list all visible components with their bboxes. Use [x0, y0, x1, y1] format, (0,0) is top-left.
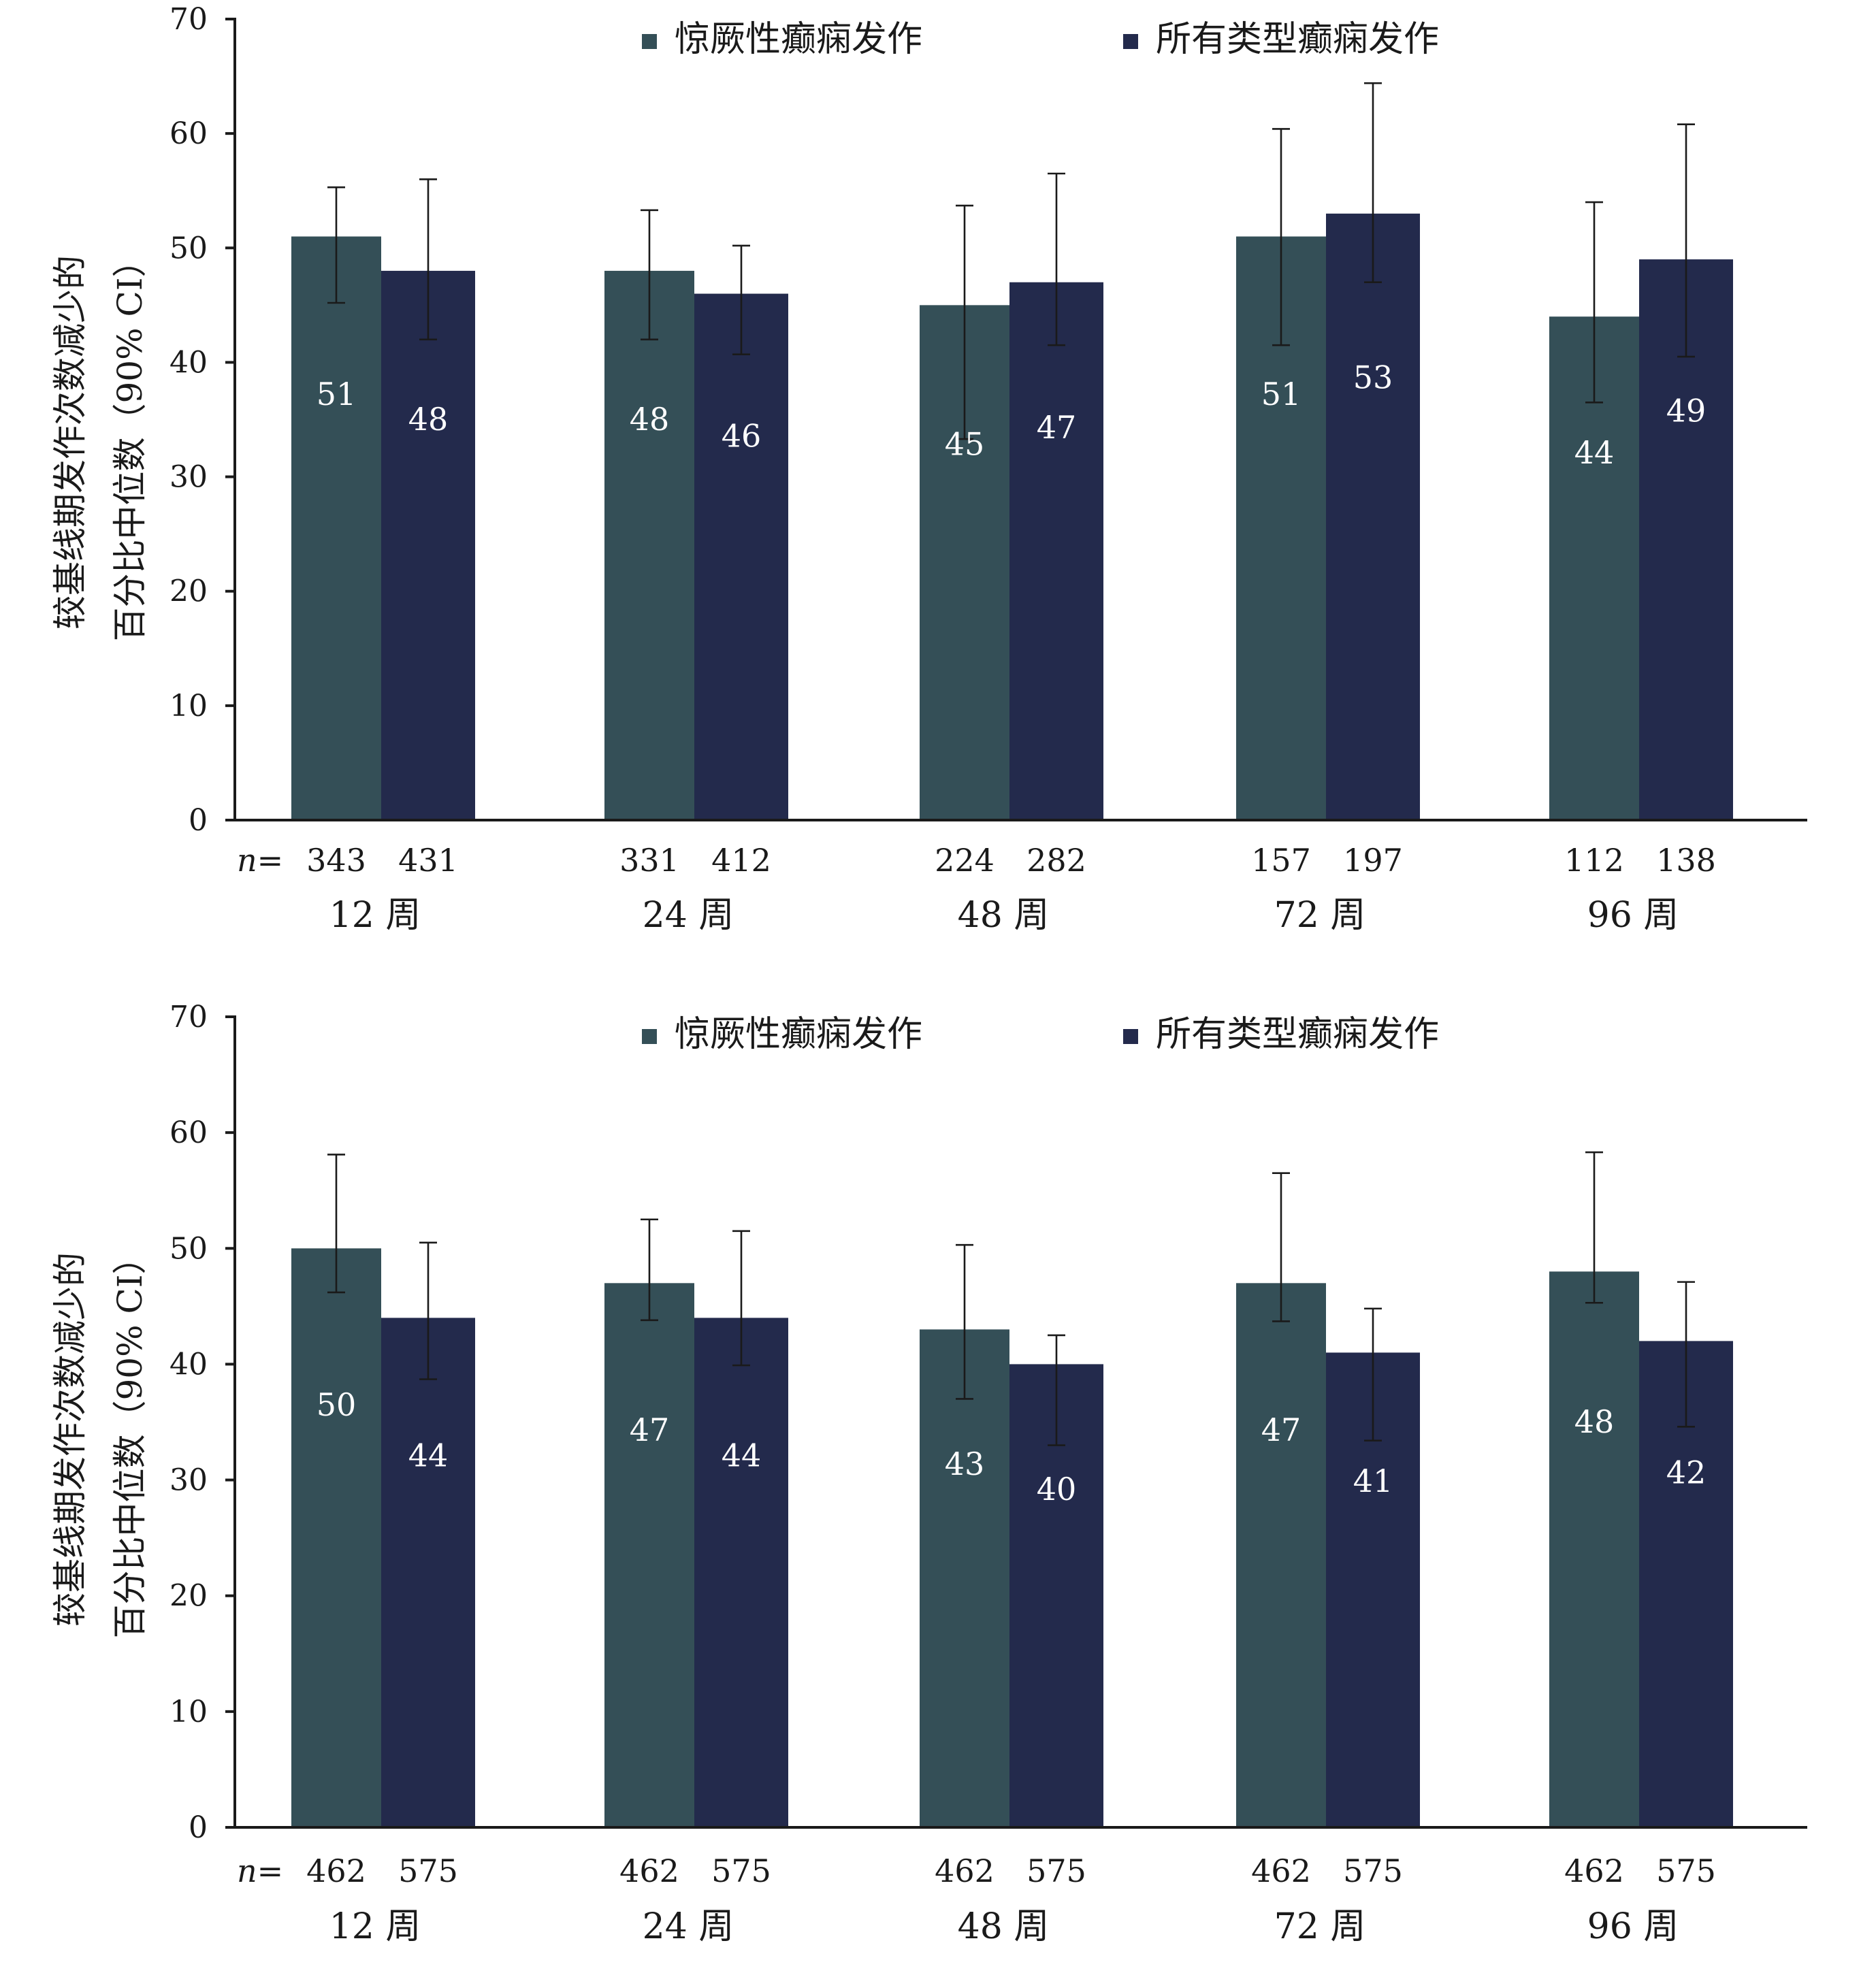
- y-axis-label-line-2: 百分比中位数（90% CI）: [110, 243, 150, 641]
- bar-3-series-2: [1009, 282, 1103, 820]
- y-axis-label-line-1: 较基线期发作次数减少的: [50, 255, 90, 630]
- legend-label-2: 所有类型癫痫发作: [1156, 1014, 1439, 1055]
- n-count-1-series-2: 431: [398, 842, 458, 879]
- data-label-2-series-2: 46: [722, 417, 762, 454]
- n-count-2-series-1: 331: [619, 842, 679, 879]
- category-label-4: 72 周: [1274, 895, 1366, 936]
- category-label-3: 48 周: [958, 1906, 1050, 1947]
- n-count-1-series-2: 575: [398, 1853, 458, 1889]
- legend-swatch-2: [1123, 1029, 1138, 1044]
- y-axis-label-line-2: 百分比中位数（90% CI）: [110, 1240, 150, 1638]
- n-count-3-series-2: 282: [1026, 842, 1086, 879]
- data-label-4-series-1: 51: [1261, 376, 1301, 412]
- n-count-1-series-1: 343: [306, 842, 366, 879]
- category-label-5: 96 周: [1587, 895, 1679, 936]
- data-label-2-series-1: 47: [630, 1412, 670, 1448]
- category-label-4: 72 周: [1274, 1906, 1366, 1947]
- y-axis-label-line-1: 较基线期发作次数减少的: [50, 1252, 90, 1627]
- n-count-5-series-2: 138: [1656, 842, 1716, 879]
- category-label-5: 96 周: [1587, 1906, 1679, 1947]
- y-tick-label-10: 10: [169, 689, 208, 723]
- data-label-1-series-2: 48: [408, 401, 449, 438]
- n-prefix: n=: [237, 842, 283, 879]
- n-count-2-series-2: 575: [711, 1853, 771, 1889]
- y-tick-label-70: 70: [169, 2, 208, 37]
- category-label-1: 12 周: [329, 895, 421, 936]
- y-tick-label-20: 20: [169, 1579, 208, 1614]
- y-tick-label-40: 40: [169, 345, 208, 380]
- data-label-4-series-2: 53: [1353, 359, 1393, 395]
- bar-1-series-2: [381, 270, 475, 820]
- legend-label-1: 惊厥性癫痫发作: [675, 19, 922, 60]
- y-tick-label-40: 40: [169, 1347, 208, 1382]
- data-label-3-series-1: 43: [945, 1446, 985, 1482]
- data-label-1-series-2: 44: [408, 1437, 449, 1474]
- y-tick-label-30: 30: [169, 1463, 208, 1498]
- y-tick-label-30: 30: [169, 460, 208, 495]
- bar-2-series-1: [604, 1283, 694, 1827]
- category-label-2: 24 周: [643, 895, 734, 936]
- data-label-5-series-1: 48: [1574, 1403, 1615, 1440]
- bar-1-series-1: [291, 1248, 381, 1827]
- data-label-4-series-1: 47: [1261, 1412, 1301, 1448]
- data-label-1-series-1: 50: [317, 1386, 357, 1423]
- legend-label-1: 惊厥性癫痫发作: [675, 1014, 922, 1055]
- y-tick-label-70: 70: [169, 1000, 208, 1034]
- data-label-3-series-1: 45: [945, 426, 985, 463]
- n-count-4-series-1: 157: [1251, 842, 1311, 879]
- bar-5-series-1: [1549, 1271, 1639, 1827]
- data-label-5-series-1: 44: [1574, 434, 1615, 471]
- legend-label-2: 所有类型癫痫发作: [1156, 19, 1439, 60]
- n-count-2-series-2: 412: [711, 842, 771, 879]
- n-count-1-series-1: 462: [306, 1853, 366, 1889]
- category-label-2: 24 周: [643, 1906, 734, 1947]
- y-tick-label-60: 60: [169, 116, 208, 151]
- bar-4-series-1: [1236, 1283, 1326, 1827]
- data-label-2-series-1: 48: [630, 401, 670, 438]
- y-tick-label-20: 20: [169, 574, 208, 609]
- data-label-5-series-2: 42: [1666, 1454, 1707, 1490]
- bar-4-series-2: [1326, 213, 1420, 820]
- n-count-4-series-2: 575: [1343, 1853, 1403, 1889]
- n-count-3-series-1: 462: [935, 1853, 994, 1889]
- data-label-3-series-2: 40: [1037, 1471, 1077, 1507]
- y-tick-label-0: 0: [189, 1810, 208, 1845]
- n-prefix: n=: [237, 1853, 283, 1889]
- bar-1-series-2: [381, 1318, 475, 1827]
- legend-swatch-1: [642, 1029, 657, 1044]
- y-tick-label-50: 50: [169, 231, 208, 265]
- n-count-5-series-2: 575: [1656, 1853, 1716, 1889]
- y-tick-label-50: 50: [169, 1231, 208, 1266]
- n-count-5-series-1: 462: [1564, 1853, 1624, 1889]
- bar-2-series-2: [694, 1318, 788, 1827]
- n-count-4-series-2: 197: [1343, 842, 1403, 879]
- category-label-1: 12 周: [329, 1906, 421, 1947]
- bar-2-series-1: [604, 270, 694, 820]
- n-count-4-series-1: 462: [1251, 1853, 1311, 1889]
- y-tick-label-10: 10: [169, 1695, 208, 1729]
- legend-swatch-1: [642, 34, 657, 49]
- legend-swatch-2: [1123, 34, 1138, 49]
- bar-3-series-1: [920, 1329, 1009, 1827]
- n-count-2-series-1: 462: [619, 1853, 679, 1889]
- n-count-3-series-1: 224: [935, 842, 994, 879]
- n-count-5-series-1: 112: [1564, 842, 1624, 879]
- data-label-3-series-2: 47: [1037, 409, 1077, 446]
- category-label-3: 48 周: [958, 895, 1050, 936]
- y-tick-label-60: 60: [169, 1115, 208, 1150]
- data-label-2-series-2: 44: [722, 1437, 762, 1474]
- data-label-1-series-1: 51: [317, 376, 357, 412]
- bar-1-series-1: [291, 236, 381, 820]
- data-label-4-series-2: 41: [1353, 1463, 1393, 1499]
- bar-2-series-2: [694, 293, 788, 820]
- y-tick-label-0: 0: [189, 803, 208, 838]
- data-label-5-series-2: 49: [1666, 393, 1707, 429]
- n-count-3-series-2: 575: [1026, 1853, 1086, 1889]
